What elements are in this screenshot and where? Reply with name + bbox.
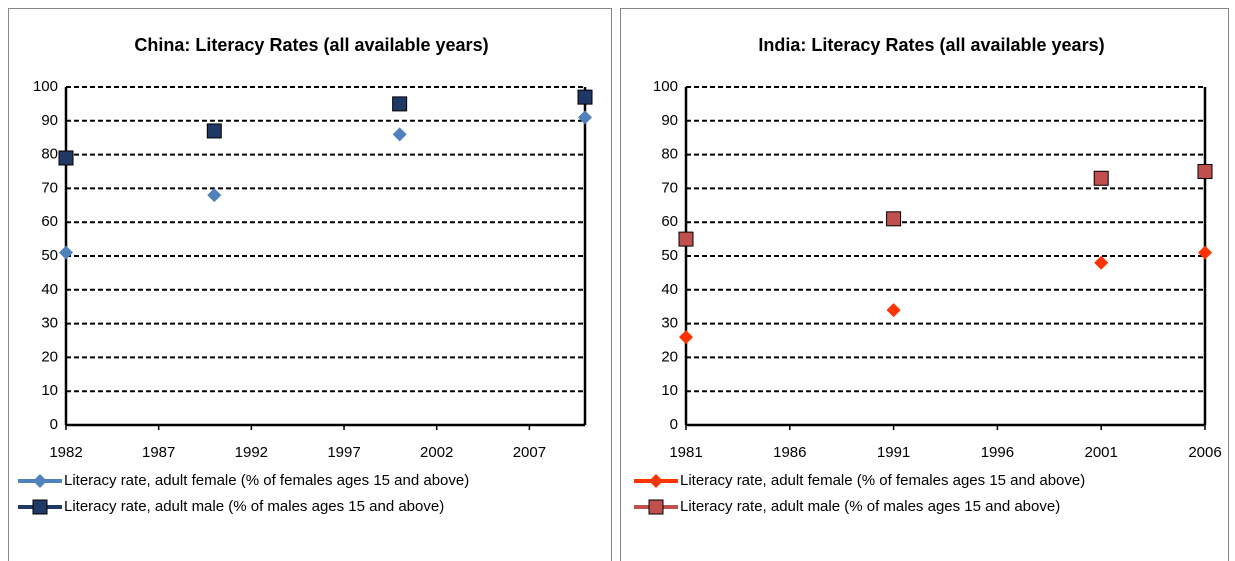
y-tick-label: 70 (41, 179, 58, 196)
y-tick-label: 40 (661, 281, 678, 298)
legend-label: Literacy rate, adult female (% of female… (680, 472, 1085, 489)
point (679, 330, 693, 345)
chart-title: India: Literacy Rates (all available yea… (758, 35, 1104, 55)
legend-marker (649, 474, 663, 488)
point (59, 245, 73, 260)
y-tick-label: 100 (33, 78, 58, 95)
y-tick-label: 40 (41, 281, 58, 298)
point (1198, 245, 1212, 260)
x-tick-label: 2006 (1188, 444, 1221, 461)
point (1094, 255, 1109, 270)
chart-title: China: Literacy Rates (all available yea… (134, 35, 488, 55)
legend-label: Literacy rate, adult male (% of males ag… (680, 498, 1060, 515)
x-tick-label: 1981 (669, 444, 702, 461)
x-tick-label: 1987 (142, 444, 175, 461)
legend-marker (648, 499, 664, 515)
point (392, 127, 407, 142)
y-tick-label: 90 (41, 112, 58, 129)
y-tick-label: 0 (670, 416, 678, 433)
y-tick-label: 20 (41, 348, 58, 365)
y-tick-label: 10 (661, 382, 678, 399)
y-tick-label: 30 (661, 315, 678, 332)
x-tick-label: 1997 (327, 444, 360, 461)
y-tick-label: 0 (50, 416, 58, 433)
x-tick-label: 1992 (235, 444, 268, 461)
point (1197, 164, 1213, 179)
y-tick-label: 50 (661, 247, 678, 264)
point (206, 123, 222, 139)
point (678, 231, 694, 247)
point (1093, 170, 1109, 186)
point (886, 211, 902, 227)
point (207, 188, 222, 203)
y-tick-label: 20 (661, 348, 678, 365)
y-tick-label: 90 (661, 112, 678, 129)
point (578, 110, 592, 125)
x-tick-label: 1982 (49, 444, 82, 461)
x-tick-label: 2001 (1085, 444, 1118, 461)
x-tick-label: 1986 (773, 444, 806, 461)
panel-border (620, 8, 1229, 561)
legend-marker (33, 474, 47, 488)
y-tick-label: 70 (661, 179, 678, 196)
x-tick-label: 1996 (981, 444, 1014, 461)
legend-label: Literacy rate, adult male (% of males ag… (64, 498, 444, 515)
y-tick-label: 10 (41, 382, 58, 399)
point (886, 303, 901, 318)
y-tick-label: 80 (41, 146, 58, 163)
y-tick-label: 60 (661, 213, 678, 230)
x-tick-label: 2002 (420, 444, 453, 461)
y-tick-label: 60 (41, 213, 58, 230)
point (577, 89, 593, 105)
panel-border (8, 8, 612, 561)
y-tick-label: 30 (41, 315, 58, 332)
legend-marker (32, 499, 48, 515)
y-tick-label: 100 (653, 78, 678, 95)
y-tick-label: 50 (41, 247, 58, 264)
point (58, 150, 74, 166)
y-tick-label: 80 (661, 146, 678, 163)
x-tick-label: 1991 (877, 444, 910, 461)
x-tick-label: 2007 (513, 444, 546, 461)
legend-label: Literacy rate, adult female (% of female… (64, 472, 469, 489)
point (392, 96, 408, 112)
